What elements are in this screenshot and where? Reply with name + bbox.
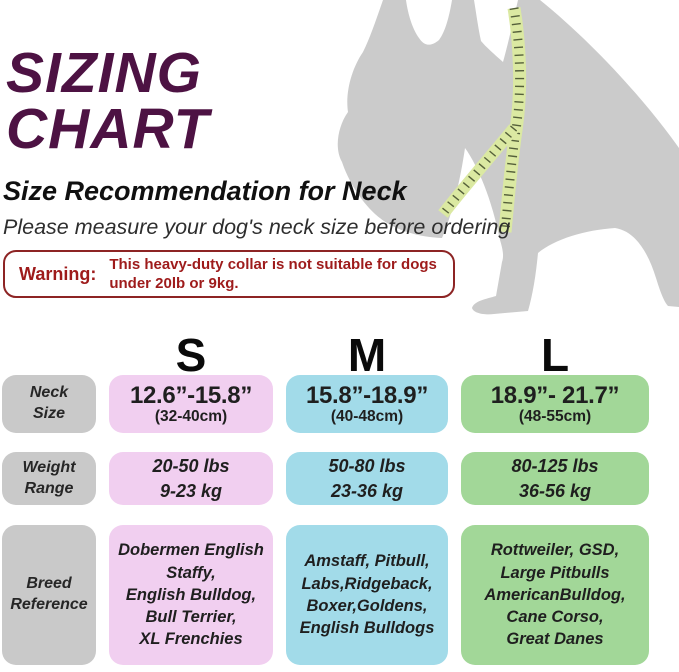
- sizing-table: S M L Neck Size 12.6”-15.8” (32-40cm) 15…: [2, 329, 649, 665]
- size-header-l: L: [540, 329, 570, 382]
- row-label-text: Neck Size: [29, 384, 69, 422]
- breed-text-l: Rottweiler, GSD, Large Pitbulls American…: [484, 541, 626, 649]
- size-header-s: S: [175, 329, 207, 382]
- weight-text-l: 80-125 lbs 36-56 kg: [511, 456, 599, 501]
- breed-cell-m: Amstaff, Pitbull, Labs,Ridgeback, Boxer,…: [286, 525, 448, 665]
- size-header-m: M: [347, 329, 387, 382]
- neck-cm-m: (40-48cm): [330, 408, 404, 426]
- row-label-weight-range: Weight Range: [2, 452, 96, 505]
- warning-box: Warning: This heavy-duty collar is not s…: [3, 250, 455, 298]
- neck-cm-l: (48-55cm): [518, 408, 592, 426]
- weight-cell-s: 20-50 lbs 9-23 kg: [109, 452, 273, 505]
- row-label-text: Breed Reference: [10, 575, 88, 613]
- neck-range-s: 12.6”-15.8”: [129, 381, 253, 409]
- neck-range-m: 15.8”-18.9”: [305, 381, 429, 409]
- measure-instruction: Please measure your dog's neck size befo…: [3, 215, 511, 239]
- weight-text-s: 20-50 lbs 9-23 kg: [152, 456, 230, 501]
- subtitle: Size Recommendation for Neck: [3, 176, 407, 206]
- weight-cell-m: 50-80 lbs 23-36 kg: [286, 452, 448, 505]
- row-label-breed-reference: Breed Reference: [2, 525, 96, 665]
- dog-silhouette-illustration: [337, 0, 679, 315]
- neck-range-l: 18.9”- 21.7”: [490, 381, 620, 409]
- warning-message: This heavy-duty collar is not suitable f…: [109, 255, 437, 293]
- warning-label: Warning:: [19, 263, 97, 284]
- neck-size-cell-l: 18.9”- 21.7” (48-55cm): [461, 375, 649, 433]
- neck-size-cell-s: 12.6”-15.8” (32-40cm): [109, 375, 273, 433]
- measuring-tape-branch-ticks: [439, 125, 518, 217]
- neck-cm-s: (32-40cm): [154, 408, 228, 426]
- breed-cell-s: Dobermen English Staffy, English Bulldog…: [109, 525, 273, 665]
- weight-cell-l: 80-125 lbs 36-56 kg: [461, 452, 649, 505]
- page-title: SIZING CHART: [6, 41, 210, 161]
- row-label-text: Weight Range: [22, 458, 76, 497]
- breed-text-m: Amstaff, Pitbull, Labs,Ridgeback, Boxer,…: [299, 552, 435, 638]
- neck-size-cell-m: 15.8”-18.9” (40-48cm): [286, 375, 448, 433]
- row-label-neck-size: Neck Size: [2, 375, 96, 433]
- breed-cell-l: Rottweiler, GSD, Large Pitbulls American…: [461, 525, 649, 665]
- weight-text-m: 50-80 lbs 23-36 kg: [328, 456, 406, 501]
- breed-text-s: Dobermen English Staffy, English Bulldog…: [118, 541, 264, 649]
